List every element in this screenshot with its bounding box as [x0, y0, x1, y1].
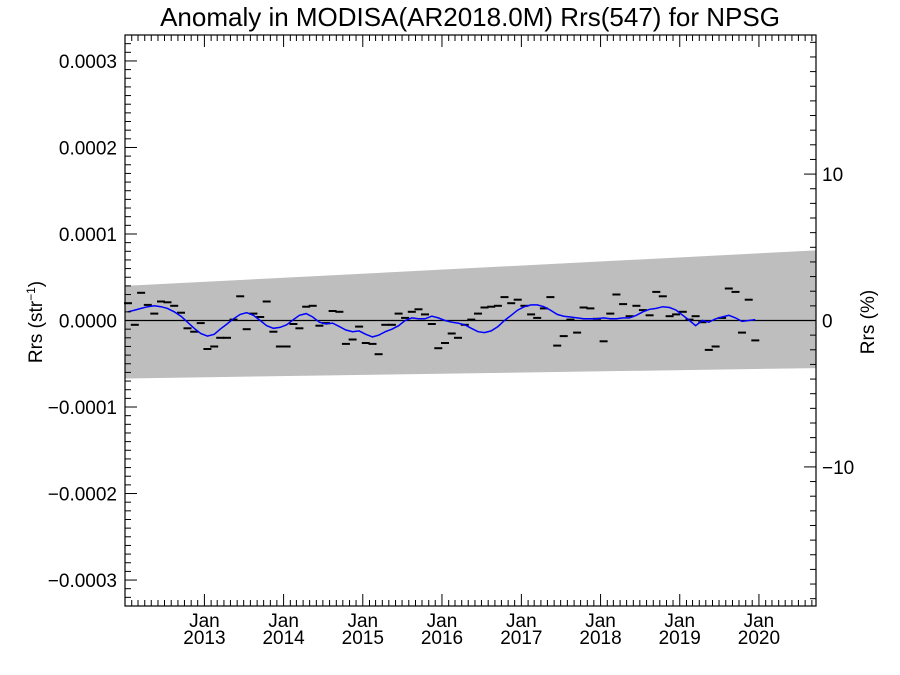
y-axis-label-base: Rrs (str: [26, 300, 47, 363]
x-tick-year-label: 2014: [262, 628, 305, 649]
y-right-tick-label: 0: [822, 312, 833, 333]
x-tick-year-label: 2013: [183, 628, 225, 649]
y-tick-label: −0.0003: [48, 571, 117, 592]
x-tick-year-label: 2015: [342, 628, 384, 649]
x-tick-year-label: 2020: [738, 628, 780, 649]
y-tick-label: 0.0003: [59, 52, 117, 73]
x-tick-month-label: Jan: [427, 611, 458, 632]
uncertainty-band: [125, 250, 816, 379]
chart-title: Anomaly in MODISA(AR2018.0M) Rrs(547) fo…: [160, 2, 780, 32]
x-tick-month-label: Jan: [347, 611, 378, 632]
x-tick-month-label: Jan: [268, 611, 299, 632]
y-right-tick-label: −10: [822, 458, 854, 479]
y-tick-label: 0.0001: [59, 225, 117, 246]
x-tick-month-label: Jan: [744, 611, 775, 632]
x-tick-month-label: Jan: [585, 611, 616, 632]
y-axis-label-superscript: −1: [24, 287, 38, 301]
y-tick-label: 0.0002: [59, 138, 117, 159]
x-tick-year-label: 2016: [421, 628, 463, 649]
y-axis-label-close: ): [26, 281, 47, 287]
y-tick-label: 0.0000: [59, 312, 117, 333]
x-tick-month-label: Jan: [189, 611, 220, 632]
y-right-tick-label: 10: [822, 165, 843, 186]
x-tick-year-label: 2019: [659, 628, 701, 649]
y-axis-label-right: Rrs (%): [858, 290, 879, 354]
x-tick-month-label: Jan: [506, 611, 537, 632]
x-tick-year-label: 2018: [579, 628, 621, 649]
x-tick-month-label: Jan: [664, 611, 695, 632]
smoothed-anomaly-line: [127, 304, 756, 338]
y-tick-label: −0.0001: [48, 398, 117, 419]
y-axis-label-left: Rrs (str−1): [24, 281, 47, 363]
x-tick-year-label: 2017: [500, 628, 542, 649]
plot-area: 0.0003 0.0002 0.0001 0.0000 −0.0001 −0.0002 −0…: [48, 34, 854, 649]
y-tick-label: −0.0002: [48, 485, 117, 506]
